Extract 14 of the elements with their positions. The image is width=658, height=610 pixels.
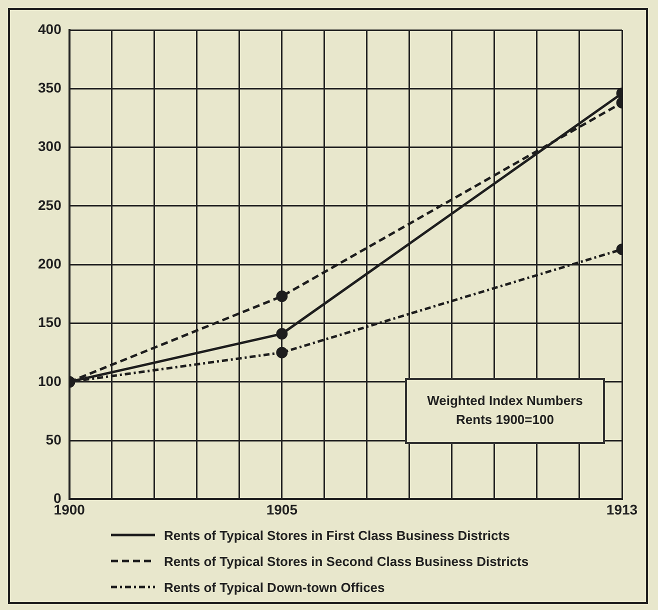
y-tick-label: 250 [38,196,62,213]
legend-label: Rents of Typical Stores in First Class Business Districts [164,528,510,542]
y-tick-label: 400 [38,20,62,37]
note-box: Weighted Index Numbers Rents 1900=100 [405,378,605,444]
y-tick-label: 350 [38,80,62,96]
x-tick-label: 1905 [266,501,298,518]
y-tick-label: 150 [38,314,62,330]
y-tick-label: 50 [46,431,62,448]
y-tick-label: 100 [38,372,62,389]
y-tick-label: 300 [38,138,62,154]
y-tick-label: 200 [38,255,62,272]
legend-label: Rents of Typical Stores in Second Class Business Districts [164,554,529,568]
x-tick-label: 1913 [606,501,638,518]
legend-label: Rents of Typical Down-town Offices [164,580,385,594]
